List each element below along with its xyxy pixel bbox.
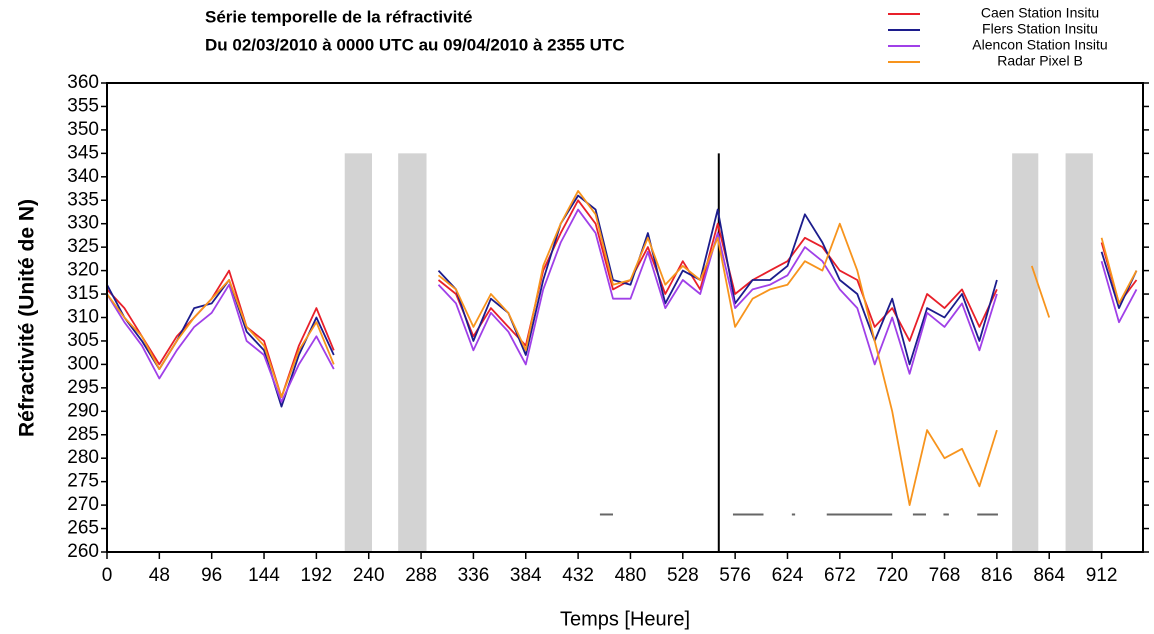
y-axis-label: Réfractivité (Unité de N) xyxy=(16,199,39,437)
x-tick-label: 384 xyxy=(510,565,542,586)
y-tick-label: 290 xyxy=(67,400,99,421)
x-axis-label: Temps [Heure] xyxy=(560,608,690,630)
y-tick-label: 265 xyxy=(67,518,99,539)
series-line xyxy=(106,194,1138,408)
y-tick-label: 315 xyxy=(67,283,99,304)
x-tick-label: 576 xyxy=(719,565,751,586)
y-tick-label: 300 xyxy=(67,353,99,374)
plot-frame xyxy=(106,82,1144,553)
y-tick-label: 320 xyxy=(67,260,99,281)
x-tick-label: 528 xyxy=(667,565,699,586)
shaded-range xyxy=(1065,153,1093,552)
x-tick-label: 912 xyxy=(1086,565,1118,586)
legend-label: Caen Station Insitu xyxy=(981,5,1099,21)
x-tick-label: 432 xyxy=(562,565,594,586)
y-tick-label: 345 xyxy=(67,142,99,163)
shaded-range xyxy=(1012,153,1039,552)
x-tick-label: 192 xyxy=(301,565,333,586)
x-tick-label: 48 xyxy=(149,565,170,586)
legend-label: Radar Pixel B xyxy=(997,53,1083,69)
x-tick-label: 624 xyxy=(772,565,804,586)
x-tick-label: 144 xyxy=(248,565,280,586)
legend-label: Alencon Station Insitu xyxy=(972,37,1107,53)
legend-label: Flers Station Insitu xyxy=(982,21,1098,37)
y-tick-label: 350 xyxy=(67,119,99,140)
x-tick-label: 864 xyxy=(1033,565,1065,586)
y-tick-label: 295 xyxy=(67,377,99,398)
y-tick-label: 280 xyxy=(67,447,99,468)
y-tick-label: 340 xyxy=(67,166,99,187)
x-tick-label: 768 xyxy=(929,565,961,586)
y-tick-label: 325 xyxy=(67,236,99,257)
x-tick-label: 288 xyxy=(405,565,437,586)
y-tick-label: 275 xyxy=(67,471,99,492)
y-tick-label: 330 xyxy=(67,213,99,234)
y-tick-label: 335 xyxy=(67,189,99,210)
chart-title: Série temporelle de la réfractivité xyxy=(205,7,472,26)
y-tick-label: 260 xyxy=(67,541,99,562)
y-tick-label: 360 xyxy=(67,72,99,93)
series-line xyxy=(106,208,1138,403)
shaded-range xyxy=(344,153,372,552)
y-tick-label: 310 xyxy=(67,307,99,328)
x-tick-label: 240 xyxy=(353,565,385,586)
x-tick-label: 672 xyxy=(824,565,856,586)
y-tick-label: 270 xyxy=(67,494,99,515)
x-tick-label: 0 xyxy=(102,565,113,586)
y-tick-label: 355 xyxy=(67,95,99,116)
x-tick-label: 96 xyxy=(201,565,222,586)
shaded-range xyxy=(398,153,427,552)
chart-subtitle: Du 02/03/2010 à 0000 UTC au 09/04/2010 à… xyxy=(205,35,625,54)
x-tick-label: 336 xyxy=(458,565,490,586)
series-line xyxy=(106,190,1138,506)
y-tick-label: 285 xyxy=(67,424,99,445)
x-tick-label: 480 xyxy=(615,565,647,586)
y-tick-label: 305 xyxy=(67,330,99,351)
x-tick-label: 720 xyxy=(876,565,908,586)
x-tick-label: 816 xyxy=(981,565,1013,586)
